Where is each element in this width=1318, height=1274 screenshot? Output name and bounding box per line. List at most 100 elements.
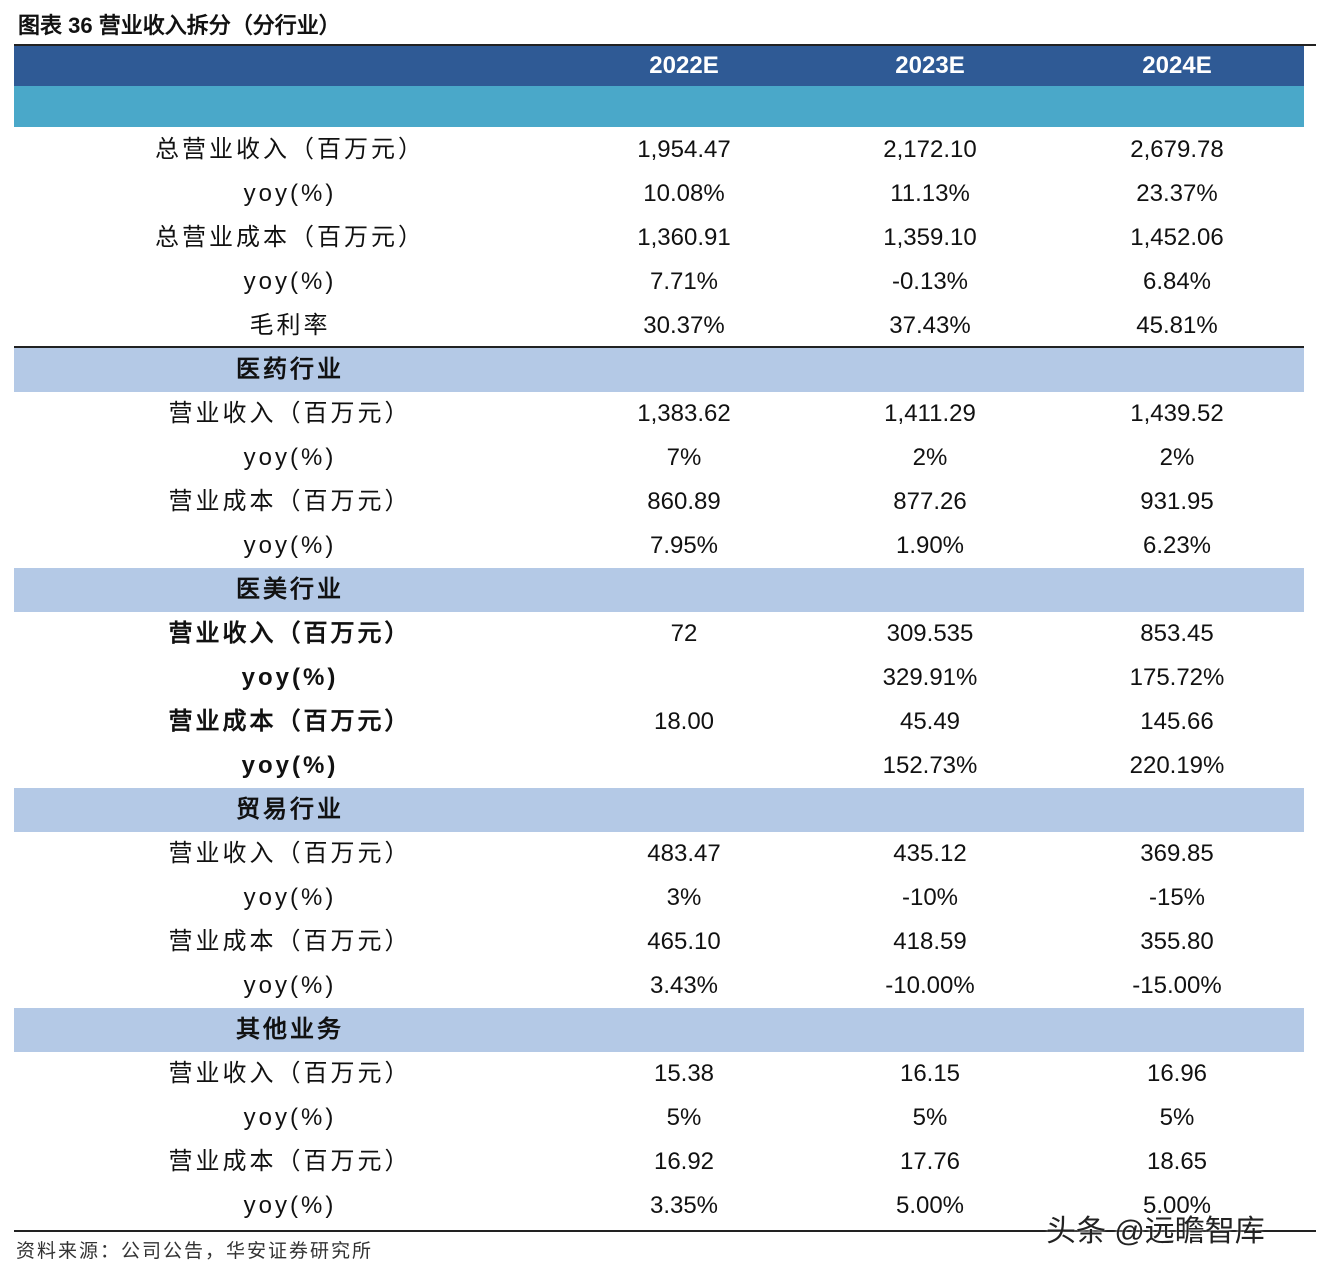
row-label: 营业成本（百万元）	[168, 928, 412, 955]
cell-value: 465.10	[647, 928, 721, 955]
cell-value: 5%	[666, 1104, 702, 1131]
cell-value: -10.00%	[885, 972, 975, 999]
row-label: 总营业收入（百万元）	[155, 136, 425, 163]
row-label: 营业成本（百万元）	[168, 488, 412, 515]
cell-value: 2%	[1159, 444, 1195, 471]
section-label: 贸易行业	[236, 796, 344, 823]
row-label: 营业成本（百万元）	[168, 1148, 412, 1175]
row-label: yoy(%)	[243, 532, 337, 559]
cell-value: 16.92	[653, 1148, 715, 1175]
cell-value: 7%	[666, 444, 702, 471]
cell-value: 45.49	[899, 708, 961, 735]
cell-value: 309.535	[886, 620, 974, 647]
cell-value: 860.89	[647, 488, 721, 515]
cell-value: 1,360.91	[637, 224, 731, 251]
cell-value: 329.91%	[882, 664, 978, 691]
section-label: 其他业务	[236, 1016, 344, 1043]
cell-value: 16.96	[1146, 1060, 1208, 1087]
row-label: yoy(%)	[243, 1104, 337, 1131]
cell-value: 18.00	[653, 708, 715, 735]
section-rule	[14, 346, 1304, 348]
cell-value: 175.72%	[1129, 664, 1225, 691]
cell-value: 853.45	[1140, 620, 1214, 647]
cell-value: 5%	[1159, 1104, 1195, 1131]
row-label: yoy(%)	[243, 972, 337, 999]
row-label: 营业收入（百万元）	[168, 400, 412, 427]
bottom-rule	[14, 1230, 1316, 1232]
cell-value: 5%	[912, 1104, 948, 1131]
cell-value: 3.43%	[649, 972, 719, 999]
cell-value: -0.13%	[891, 268, 969, 295]
section-band	[14, 788, 1304, 832]
cell-value: 16.15	[899, 1060, 961, 1087]
cell-value: 2,679.78	[1130, 136, 1224, 163]
section-band	[14, 1008, 1304, 1052]
header-band	[14, 46, 1304, 86]
row-label: 营业收入（百万元）	[168, 1060, 412, 1087]
column-header: 2024E	[1142, 52, 1212, 79]
source-note: 资料来源：公司公告，华安证券研究所	[16, 1241, 374, 1262]
cell-value: -15%	[1148, 884, 1206, 911]
cell-value: 2,172.10	[883, 136, 977, 163]
cell-value: 15.38	[653, 1060, 715, 1087]
row-label: 总营业成本（百万元）	[155, 224, 425, 251]
cell-value: 1,411.29	[884, 400, 976, 427]
row-label: 毛利率	[249, 312, 331, 339]
cell-value: 11.13%	[890, 180, 970, 207]
watermark: 头条 @远瞻智库	[1046, 1215, 1265, 1248]
row-label: 营业收入（百万元）	[168, 840, 412, 867]
cell-value: 145.66	[1140, 708, 1214, 735]
row-label: yoy(%)	[243, 180, 337, 207]
row-label: yoy(%)	[243, 444, 337, 471]
title-rule	[14, 44, 1316, 46]
cell-value: 2%	[912, 444, 948, 471]
cell-value: 483.47	[647, 840, 721, 867]
cell-value: 6.23%	[1142, 532, 1212, 559]
cell-value: 45.81%	[1136, 312, 1218, 339]
cell-value: 1,452.06	[1130, 224, 1224, 251]
cell-value: 10.08%	[643, 180, 725, 207]
cell-value: 1.90%	[895, 532, 965, 559]
cell-value: 7.95%	[649, 532, 719, 559]
cell-value: 1,954.47	[637, 136, 731, 163]
column-header: 2023E	[895, 52, 965, 79]
cell-value: 1,359.10	[883, 224, 977, 251]
section-band	[14, 348, 1304, 392]
cell-value: -15.00%	[1132, 972, 1222, 999]
row-label: yoy(%)	[241, 664, 339, 691]
cell-value: 30.37%	[643, 312, 725, 339]
cell-value: 5.00%	[1142, 1192, 1212, 1219]
cell-value: 369.85	[1140, 840, 1214, 867]
title: 图表 36 营业收入拆分（分行业）	[18, 13, 341, 38]
cell-value: -10%	[901, 884, 959, 911]
cell-value: 931.95	[1140, 488, 1214, 515]
row-label: yoy(%)	[241, 752, 339, 779]
cell-value: 3%	[666, 884, 702, 911]
row-label: yoy(%)	[243, 268, 337, 295]
section-label: 医药行业	[236, 356, 344, 383]
cell-value: 220.19%	[1129, 752, 1225, 779]
section-band	[14, 568, 1304, 612]
section-label: 医美行业	[236, 576, 344, 603]
cell-value: 7.71%	[649, 268, 719, 295]
cell-value: 37.43%	[889, 312, 971, 339]
row-label: yoy(%)	[243, 1192, 337, 1219]
cell-value: 1,439.52	[1130, 400, 1224, 427]
row-label: 营业成本（百万元）	[168, 708, 412, 735]
cell-value: 6.84%	[1142, 268, 1212, 295]
row-label: yoy(%)	[243, 884, 337, 911]
cell-value: 23.37%	[1136, 180, 1218, 207]
cell-value: 5.00%	[895, 1192, 965, 1219]
cell-value: 435.12	[893, 840, 967, 867]
cell-value: 418.59	[893, 928, 967, 955]
row-label: 营业收入（百万元）	[168, 620, 412, 647]
cell-value: 877.26	[893, 488, 967, 515]
cell-value: 18.65	[1146, 1148, 1208, 1175]
cell-value: 17.76	[899, 1148, 961, 1175]
cell-value: 152.73%	[882, 752, 978, 779]
cell-value: 355.80	[1140, 928, 1214, 955]
cell-value: 72	[670, 620, 698, 647]
subheader-band	[14, 86, 1304, 127]
cell-value: 1,383.62	[637, 400, 731, 427]
